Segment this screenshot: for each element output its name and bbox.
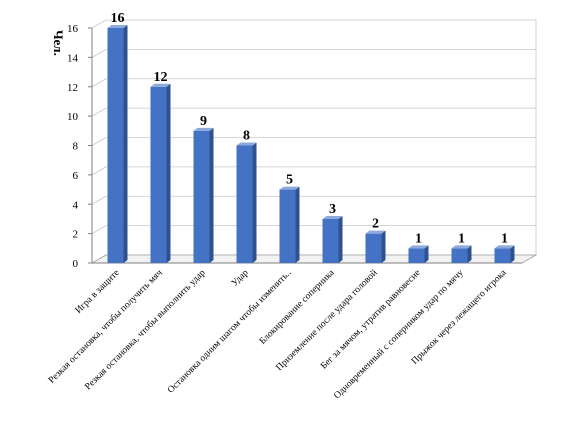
bar-7: [365, 230, 386, 263]
y-tick-label-16: 16: [67, 23, 79, 35]
bar-top: [365, 230, 386, 234]
y-tick-label-4: 4: [73, 199, 79, 211]
gridline-side-12: [91, 78, 107, 88]
bar-front: [107, 28, 124, 263]
y-tick-label-8: 8: [73, 141, 79, 153]
bar-top: [494, 245, 515, 249]
bar-front: [494, 248, 511, 263]
bar-front: [408, 248, 425, 263]
category-label-10: Прыжок через лежащего игрока: [410, 268, 509, 367]
bar-4: [236, 142, 257, 263]
bar-side: [166, 83, 171, 263]
bar-front: [193, 130, 210, 263]
bar-front: [150, 86, 167, 263]
bars: [107, 25, 515, 263]
bar-6: [322, 215, 343, 263]
y-tick-label-12: 12: [67, 82, 78, 94]
bar-side: [252, 142, 257, 263]
data-label-2: 12: [154, 70, 168, 85]
bar-side: [467, 245, 472, 263]
bar-5: [279, 186, 300, 263]
gridline-side-2: [91, 225, 107, 234]
y-axis-label: Чел.: [51, 30, 66, 56]
bar-top: [279, 186, 300, 190]
y-tick-label-2: 2: [73, 229, 79, 241]
bar-side: [209, 127, 214, 263]
bar-front: [451, 248, 468, 263]
bar-side: [381, 230, 386, 263]
data-label-4: 8: [243, 129, 250, 144]
bar-2: [150, 83, 171, 263]
bar-side: [424, 245, 429, 263]
gridline-side-16: [91, 19, 107, 29]
data-label-9: 1: [458, 231, 465, 246]
data-label-7: 2: [372, 217, 379, 232]
bar-front: [279, 189, 296, 263]
bar-1: [107, 25, 128, 263]
data-label-1: 16: [111, 11, 125, 26]
bar-side: [338, 215, 343, 263]
bar-front: [365, 233, 382, 263]
category-label-1: Игра в защите: [74, 268, 122, 316]
bar-top: [107, 25, 128, 28]
bar-top: [150, 83, 171, 87]
gridline-side-6: [91, 166, 107, 176]
bar-front: [322, 218, 339, 263]
gridline-side-10: [91, 107, 107, 117]
data-label-8: 1: [415, 231, 422, 246]
data-label-5: 5: [286, 173, 293, 188]
bar-8: [408, 245, 429, 263]
bar-side: [510, 245, 515, 263]
data-label-6: 3: [329, 202, 336, 217]
bar-3: [193, 127, 214, 263]
bar-10: [494, 245, 515, 263]
category-label-6: Блокирование соперника: [258, 267, 337, 346]
y-tick-label-10: 10: [67, 111, 79, 123]
bar-top: [193, 127, 214, 131]
gridline-side-14: [91, 49, 107, 58]
bar-top: [408, 245, 429, 249]
gridline-side-4: [91, 195, 107, 205]
bar-side: [123, 25, 128, 263]
category-label-4: Удар: [230, 268, 251, 289]
bar-top: [322, 215, 343, 219]
gridline-side-8: [91, 137, 107, 146]
bar-9: [451, 245, 472, 263]
y-tick-label-6: 6: [73, 170, 79, 182]
data-label-3: 9: [200, 114, 207, 129]
y-tick-label-0: 0: [73, 258, 79, 270]
data-label-10: 1: [501, 231, 508, 246]
bar-top: [451, 245, 472, 249]
bar-front: [236, 145, 253, 263]
bar-side: [295, 186, 300, 263]
bar-top: [236, 142, 257, 146]
y-tick-label-14: 14: [67, 52, 79, 64]
